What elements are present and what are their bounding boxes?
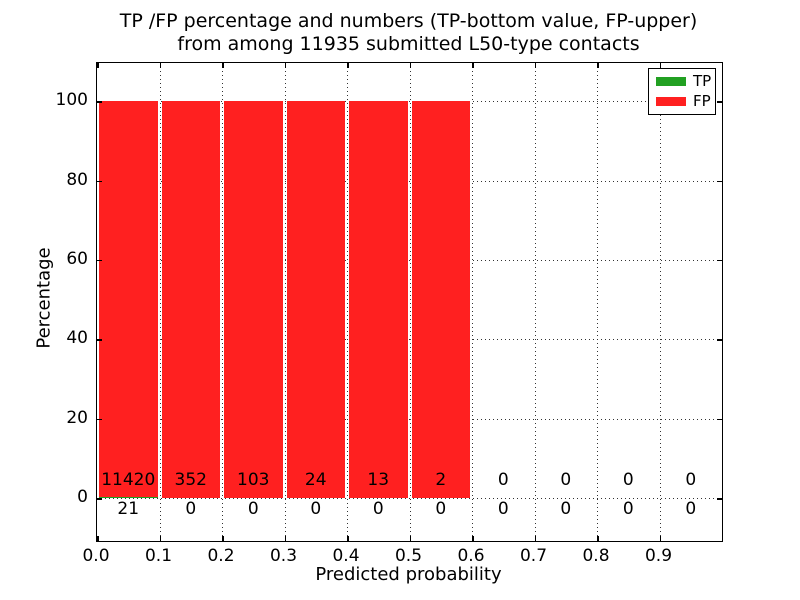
x-tick-label: 0.0 [82,546,110,566]
fp-bar [349,101,408,499]
y-axis-label: Percentage [33,247,55,349]
x-tick-mark-top [222,63,224,68]
y-tick-label: 20 [66,407,88,428]
x-tick-mark-top [284,63,286,68]
fp-count-label: 352 [174,470,207,490]
fp-count-label: 24 [304,470,327,490]
tp-bar [99,497,158,499]
legend-entry-tp: TP [656,74,715,89]
x-tick-label: 0.6 [457,546,485,566]
x-tick-label: 0.7 [519,546,548,566]
v-gridline [159,63,161,541]
x-tick-mark-top [159,63,161,68]
x-axis-label: Predicted probability [315,564,502,585]
x-tick-mark [659,536,661,541]
y-tick-mark [97,418,102,421]
y-tick-mark-right [717,498,722,500]
x-tick-mark [159,536,161,541]
tp-count-label: 0 [247,499,259,519]
y-tick-mark [97,259,102,262]
fp-count-label: 0 [560,470,572,490]
fp-bar [161,101,220,499]
tp-count-label: 0 [435,499,447,519]
fp-count-label: 11420 [101,470,156,490]
legend-swatch-tp [656,77,686,87]
v-gridline [597,63,598,541]
v-gridline [222,63,223,541]
x-tick-label: 0.5 [394,546,423,566]
v-gridline [472,63,473,541]
x-tick-mark-top [597,63,599,68]
chart-title-line2: from among 11935 submitted L50-type cont… [177,33,640,55]
fp-count-label: 0 [685,470,697,490]
tp-count-label: 0 [497,499,509,519]
v-gridline [409,63,411,541]
y-tick-mark-right [717,339,722,341]
legend-label-tp: TP [693,72,712,91]
legend-swatch-fp [656,96,686,106]
y-tick-mark [97,101,102,103]
v-gridline [347,63,348,541]
tp-count-label: 0 [372,499,384,519]
y-tick-label: 100 [55,90,88,111]
x-tick-mark-top [409,63,411,68]
x-tick-mark-top [472,63,474,68]
fp-bar [411,101,470,499]
y-tick-label: 0 [77,487,88,508]
x-tick-mark [97,536,99,541]
fp-bar [224,101,283,499]
x-tick-label: 0.3 [269,546,298,566]
x-tick-mark [347,536,349,541]
fp-count-label: 13 [367,470,390,490]
y-tick-mark-right [717,259,722,262]
x-tick-mark-top [97,63,99,68]
legend: TP FP [648,68,716,115]
x-tick-mark [409,536,411,541]
legend-entry-fp: FP [656,91,715,110]
x-tick-label: 0.1 [144,546,173,566]
y-tick-mark-right [717,101,722,103]
x-tick-label: 0.4 [332,546,360,566]
fp-bar [286,101,345,499]
x-tick-mark-top [659,63,661,68]
x-tick-mark [284,536,286,541]
tp-count-label: 21 [117,499,140,519]
x-tick-mark [222,536,224,541]
y-tick-label: 60 [66,248,88,269]
y-tick-mark-right [717,180,722,182]
x-tick-mark [472,536,474,541]
fp-count-label: 0 [497,470,509,490]
y-tick-label: 80 [66,169,88,190]
fp-count-label: 0 [622,470,634,490]
chart-title: TP /FP percentage and numbers (TP-bottom… [96,10,721,56]
y-tick-label: 40 [66,328,88,349]
y-tick-mark [97,180,102,182]
fp-bar [99,101,158,498]
y-tick-mark-right [717,418,722,421]
x-tick-label: 0.2 [207,546,235,566]
x-tick-label: 0.9 [644,546,673,566]
y-tick-mark [97,498,102,500]
x-tick-mark [597,536,599,541]
x-tick-label: 0.8 [582,546,610,566]
tp-count-label: 0 [622,499,634,519]
plot-area: 11420 21 352 0 103 0 24 0 13 0 2 0 0 0 0 0 0 0 0 0 TP FP [96,62,723,542]
x-tick-mark-top [534,63,536,68]
x-tick-mark-top [347,63,349,68]
fp-count-label: 103 [237,470,270,490]
y-tick-mark [97,339,102,341]
chart-title-line1: TP /FP percentage and numbers (TP-bottom… [119,10,698,32]
legend-label-fp: FP [693,91,711,110]
v-gridline [659,63,661,541]
fp-count-label: 2 [435,470,447,490]
tp-count-label: 0 [560,499,572,519]
tp-count-label: 0 [685,499,697,519]
v-gridline [284,63,286,541]
tp-count-label: 0 [310,499,322,519]
tp-count-label: 0 [185,499,197,519]
x-tick-mark [534,536,536,541]
v-gridline [534,63,536,541]
